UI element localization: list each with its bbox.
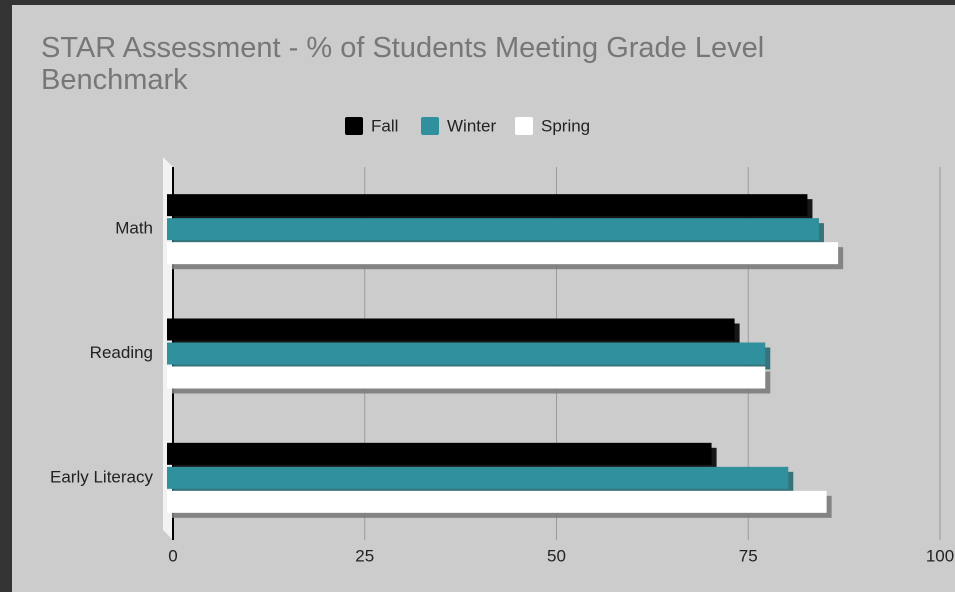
bar	[167, 466, 789, 489]
x-tick-label: 50	[547, 546, 566, 565]
x-tick-label: 100	[926, 546, 954, 565]
bar	[167, 442, 712, 465]
bar	[167, 318, 735, 341]
x-tick-label: 75	[739, 546, 758, 565]
bar	[167, 218, 819, 241]
bar	[167, 242, 839, 265]
legend-label: Fall	[371, 116, 398, 135]
legend-label: Spring	[541, 116, 590, 135]
legend-swatch	[345, 117, 363, 135]
chart-title: STAR Assessment - % of Students Meeting …	[41, 32, 765, 96]
legend-swatch	[515, 117, 533, 135]
legend-label: Winter	[447, 116, 496, 135]
x-tick-label: 0	[168, 546, 177, 565]
bar	[167, 366, 766, 389]
y-tick-label: Reading	[90, 343, 153, 362]
bar	[167, 490, 827, 513]
bar	[167, 194, 808, 217]
legend-swatch	[421, 117, 439, 135]
bar	[167, 342, 766, 365]
y-tick-label: Math	[115, 219, 153, 238]
y-tick-label: Early Literacy	[50, 467, 153, 486]
x-tick-label: 25	[355, 546, 374, 565]
